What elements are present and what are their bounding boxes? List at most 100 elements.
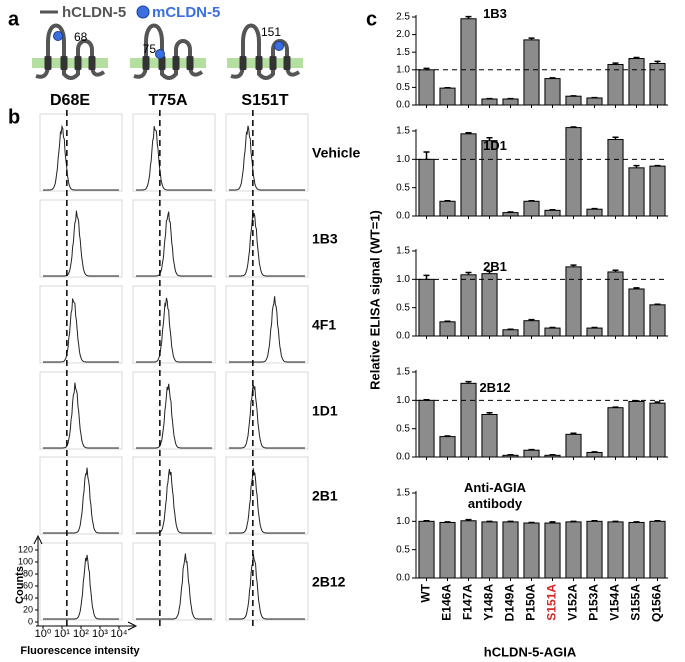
histogram-curve (229, 213, 305, 277)
error-bar (423, 520, 430, 522)
mutant-label: D68E (50, 92, 90, 109)
y-tick-label: 2.0 (396, 29, 410, 40)
bar (418, 158, 435, 217)
panel-label: c (366, 8, 377, 30)
bar (502, 454, 519, 458)
bar (544, 454, 561, 458)
topology: 68 (32, 23, 108, 80)
tm-segment (88, 56, 96, 70)
bar (586, 451, 603, 458)
error-bar (570, 432, 577, 435)
error-bar (570, 264, 577, 267)
tm-segment (269, 56, 277, 70)
histogram-curve (43, 467, 119, 534)
error-bar (486, 520, 493, 523)
bar (481, 521, 498, 579)
bar (607, 521, 624, 579)
error-bar (654, 303, 661, 306)
error-bar (654, 401, 661, 404)
error-bar (612, 136, 619, 140)
y-tick-label: 1.0 (396, 274, 410, 285)
y-tick-label: 0.5 (396, 182, 410, 193)
bar (439, 521, 456, 579)
bar (544, 327, 561, 337)
histogram-curve (136, 211, 212, 277)
bar (565, 521, 582, 579)
bar (460, 18, 477, 106)
bar (502, 521, 519, 579)
bar (523, 200, 540, 217)
bar (418, 520, 435, 579)
x-tick-label: V152A (566, 584, 580, 621)
y-tick-label: 0.0 (396, 211, 410, 222)
chart-title: 2B1 (483, 259, 507, 274)
x-axis-label: hCLDN-5-AGIA (484, 644, 577, 659)
axis-y (33, 534, 43, 626)
bar (565, 95, 582, 106)
bar (607, 407, 624, 458)
error-bar (465, 518, 472, 521)
mutation-site (274, 41, 284, 51)
mutant-label: S151T (241, 92, 288, 109)
error-bar (507, 328, 514, 330)
histogram-curve (136, 297, 212, 363)
histogram-frame (132, 456, 216, 535)
error-bar (423, 274, 430, 280)
histogram-frame (39, 542, 123, 621)
error-bar (633, 164, 640, 168)
error-bar (633, 400, 640, 402)
bar (544, 209, 561, 217)
x-tick-label: 10² (73, 628, 89, 640)
error-bar (528, 448, 535, 451)
site-number: 151 (261, 25, 281, 39)
histogram-frame (39, 285, 123, 364)
y-tick-label: 1.5 (396, 126, 410, 137)
bar (481, 273, 498, 337)
bar (544, 78, 561, 106)
error-bar (612, 62, 619, 65)
error-bar (654, 520, 661, 522)
bar (439, 87, 456, 106)
error-bar (549, 326, 556, 329)
y-axis-label: Counts (14, 566, 26, 604)
error-bar (549, 209, 556, 211)
site-number: 75 (143, 42, 157, 56)
y-tick-label: 0.5 (396, 544, 410, 555)
error-bar (528, 199, 535, 202)
histogram-frame (225, 113, 309, 192)
x-tick-label: 10⁰ (35, 628, 52, 640)
error-bar (444, 320, 451, 323)
y-tick-label: 1.0 (396, 516, 410, 527)
error-bar (549, 453, 556, 456)
row-label: 4F1 (312, 317, 336, 333)
histogram-curve (43, 298, 119, 363)
histogram-curve (229, 553, 305, 620)
x-tick-label: P153A (587, 584, 601, 621)
bar (418, 69, 435, 106)
histogram-frame (39, 113, 123, 192)
bar (565, 266, 582, 337)
error-bar (570, 126, 577, 128)
bar (460, 520, 477, 579)
y-tick-label: 100 (18, 556, 33, 566)
histogram-curve (229, 125, 305, 191)
histogram-frame (225, 456, 309, 535)
row-label: 1D1 (312, 403, 338, 419)
error-bar (549, 521, 556, 524)
y-tick-label: 0.0 (396, 573, 410, 584)
chart-title: Anti-AGIA antibody (463, 480, 527, 511)
histogram-frame (225, 199, 309, 278)
x-tick-label: Y148A (482, 584, 496, 621)
bar (502, 212, 519, 217)
error-bar (549, 77, 556, 79)
error-bar (486, 412, 493, 415)
error-bar (591, 326, 598, 329)
histogram-frame (39, 456, 123, 535)
mutation-site (53, 31, 63, 41)
histogram-frame (132, 542, 216, 621)
x-tick-label: F147A (461, 584, 475, 620)
chart-title: 1D1 (483, 138, 507, 153)
legend-text: mCLDN-5 (152, 4, 220, 21)
panel-label: a (8, 8, 20, 30)
